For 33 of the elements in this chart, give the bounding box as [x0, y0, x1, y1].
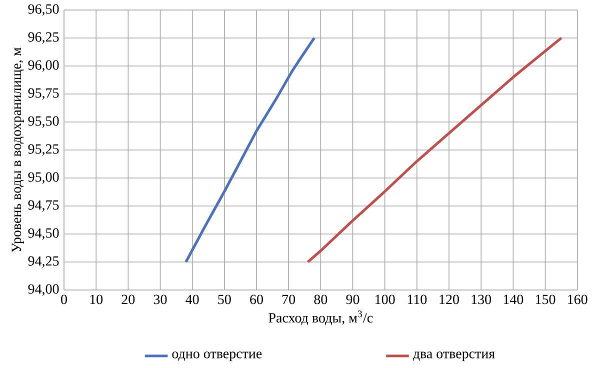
y-tick-label: 94,75 — [28, 200, 59, 212]
x-tick-label: 0 — [61, 294, 67, 304]
y-axis-title: Уровень воды в водохранилище, м — [12, 48, 24, 252]
x-tick-label: 150 — [536, 294, 556, 304]
legend-label: одно отверстие — [172, 352, 262, 362]
y-tick-label: 95,00 — [28, 172, 59, 184]
x-tick-label: 90 — [346, 294, 360, 304]
x-tick-label: 100 — [376, 294, 395, 304]
y-tick-label: 94,25 — [28, 256, 59, 268]
y-tick-label: 95,50 — [28, 116, 59, 128]
x-tick-label: 20 — [122, 294, 135, 304]
y-tick-label: 95,75 — [28, 88, 59, 100]
x-tick-label: 110 — [408, 294, 427, 304]
x-tick-label: 50 — [218, 294, 231, 304]
x-tick-label: 140 — [504, 294, 524, 304]
x-tick-label: 80 — [314, 294, 328, 304]
y-tick-label: 95,25 — [28, 144, 59, 156]
x-tick-label: 60 — [250, 294, 263, 304]
x-tick-label: 30 — [154, 294, 167, 304]
line-series — [184, 36, 316, 264]
x-tick-label: 70 — [282, 294, 296, 304]
legend-label: два отверстия — [412, 352, 495, 362]
y-tick-label: 96,25 — [28, 32, 59, 44]
y-tick-label: 94,50 — [28, 228, 59, 240]
x-axis-title: Расход воды, м$^{3}$/с — [268, 310, 373, 326]
y-tick-label: 96,00 — [28, 60, 59, 72]
x-tick-label: 130 — [472, 294, 492, 304]
y-tick-label: 96,50 — [28, 4, 59, 16]
y-tick-label: 94,00 — [28, 284, 59, 296]
x-tick-label: 10 — [90, 294, 103, 304]
x-tick-label: 40 — [186, 294, 199, 304]
x-tick-label: 160 — [568, 294, 588, 304]
x-tick-label: 120 — [440, 294, 459, 304]
